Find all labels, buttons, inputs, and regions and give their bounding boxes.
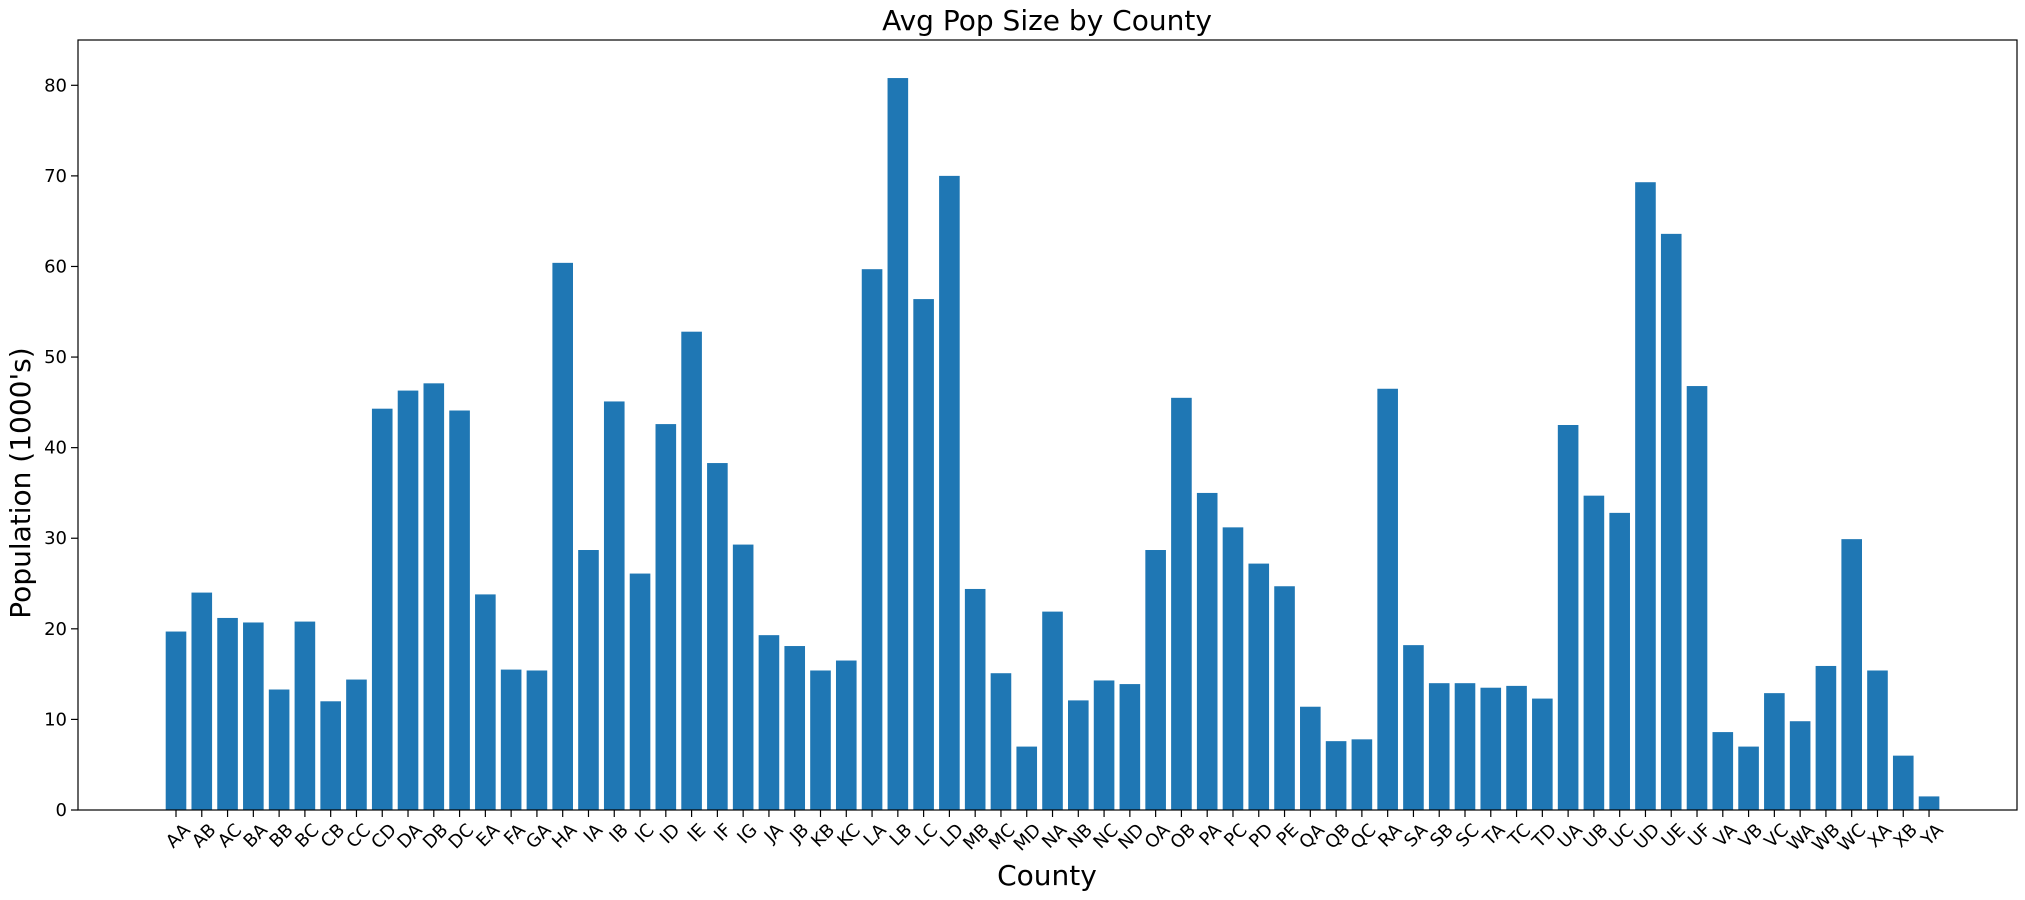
- bar-VA: [1712, 732, 1734, 810]
- bar-JB: [784, 646, 806, 810]
- x-axis: AAABACBABBBCCBCCCDDADBDCEAFAGAHAIAIBICID…: [162, 810, 1948, 856]
- bar-QA: [1300, 706, 1321, 810]
- bar-LC: [913, 299, 934, 810]
- bar-WC: [1841, 539, 1862, 810]
- y-tick-label: 30: [44, 528, 67, 549]
- bar-LD: [939, 175, 960, 810]
- bar-CD: [371, 408, 393, 810]
- bar-NC: [1093, 680, 1115, 810]
- bar-PE: [1274, 586, 1295, 810]
- bar-JA: [758, 635, 780, 810]
- bar-TC: [1506, 685, 1527, 810]
- x-tick-label: IG: [733, 820, 761, 848]
- x-tick-label: IA: [580, 819, 608, 847]
- bar-SC: [1454, 683, 1476, 810]
- bar-PD: [1248, 563, 1270, 810]
- y-tick-label: 60: [44, 256, 67, 277]
- bars-group: [165, 78, 1940, 811]
- bar-DB: [423, 383, 445, 810]
- bar-IB: [603, 401, 625, 810]
- bar-IG: [732, 544, 754, 810]
- bar-AA: [165, 631, 187, 810]
- bar-IC: [629, 573, 651, 810]
- bar-KC: [835, 660, 857, 810]
- bar-MD: [1016, 746, 1038, 810]
- bar-BB: [268, 689, 290, 810]
- bar-WA: [1789, 721, 1811, 810]
- bar-LA: [861, 269, 883, 810]
- bar-SA: [1403, 645, 1424, 810]
- bar-OB: [1171, 397, 1192, 810]
- bar-BC: [294, 621, 316, 810]
- y-tick-label: 70: [44, 166, 67, 187]
- x-tick-label: OB: [1166, 820, 1200, 854]
- bar-FA: [500, 669, 522, 810]
- bar-HA: [552, 262, 573, 811]
- bar-YA: [1918, 796, 1940, 810]
- x-tick-label: IF: [710, 820, 736, 846]
- bar-QB: [1325, 741, 1347, 810]
- x-tick-label: IE: [684, 820, 711, 847]
- bar-VC: [1764, 693, 1785, 810]
- bar-UD: [1635, 182, 1656, 811]
- x-tick-label: JA: [760, 819, 788, 847]
- x-tick-label: IC: [631, 820, 658, 847]
- bar-CC: [346, 679, 367, 810]
- bar-OA: [1145, 550, 1166, 810]
- bar-VB: [1738, 746, 1759, 810]
- bar-AC: [217, 617, 238, 810]
- bar-RA: [1377, 388, 1398, 810]
- x-tick-label: ID: [656, 820, 684, 848]
- bar-NB: [1068, 700, 1089, 810]
- bar-UF: [1686, 386, 1708, 810]
- y-tick-label: 50: [44, 347, 67, 368]
- bar-UE: [1660, 233, 1682, 811]
- bar-UA: [1557, 425, 1579, 810]
- bar-KB: [810, 670, 831, 810]
- bar-DA: [397, 390, 419, 810]
- x-tick-label: IB: [605, 820, 632, 847]
- bar-XA: [1867, 670, 1888, 810]
- bar-MB: [964, 588, 986, 810]
- x-tick-label: HA: [548, 819, 582, 853]
- bar-SB: [1428, 683, 1450, 810]
- y-tick-label: 10: [44, 709, 67, 730]
- bar-UC: [1609, 512, 1630, 810]
- bar-PC: [1222, 527, 1244, 810]
- y-axis: 0 10 20 30 40 50 60 70 80: [44, 75, 78, 821]
- plot-frame: [77, 39, 2018, 811]
- bar-DC: [449, 410, 470, 810]
- bar-PA: [1196, 492, 1218, 810]
- y-tick-label: 40: [44, 438, 67, 459]
- bar-AB: [191, 592, 213, 810]
- bar-UB: [1583, 495, 1605, 810]
- x-axis-title: County: [997, 859, 1097, 892]
- y-tick-label: 80: [44, 75, 67, 96]
- bar-IF: [707, 463, 728, 810]
- bar-CB: [320, 701, 341, 810]
- y-tick-label: 20: [44, 619, 67, 640]
- x-tick-label: YA: [1917, 819, 1949, 851]
- bar-IE: [681, 331, 702, 810]
- bar-EA: [475, 594, 496, 810]
- bar-LB: [887, 78, 909, 811]
- bar-GA: [526, 670, 548, 810]
- bar-XB: [1892, 755, 1914, 810]
- y-axis-title: Population (1000's): [4, 347, 37, 618]
- bar-ND: [1119, 684, 1141, 810]
- y-tick-label: 0: [56, 800, 67, 821]
- bar-IA: [578, 550, 599, 810]
- bar-QC: [1351, 739, 1373, 810]
- bar-WB: [1815, 665, 1837, 810]
- bar-TA: [1480, 687, 1502, 810]
- bar-ID: [655, 424, 677, 810]
- bar-NA: [1042, 611, 1063, 810]
- bar-MC: [990, 673, 1012, 810]
- chart-title: Avg Pop Size by County: [882, 4, 1212, 37]
- bar-BA: [243, 622, 264, 810]
- bar-TD: [1532, 698, 1553, 810]
